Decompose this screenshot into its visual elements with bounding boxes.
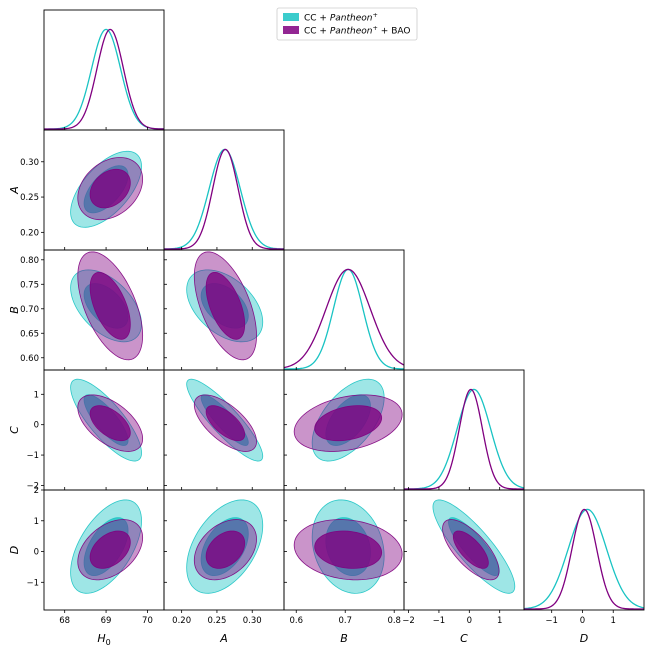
xtick-label-H0-1: 69 — [101, 616, 112, 626]
legend-entry-2: CC + Pantheon+ + BAO — [304, 24, 410, 37]
panel-B-C — [293, 378, 403, 462]
panel-A-A — [164, 148, 284, 250]
panel-A-B — [186, 251, 264, 361]
marginal-curve-H0-series-2 — [44, 28, 164, 130]
xtick-label-D-0: −1 — [545, 616, 558, 626]
panel-B-B — [284, 268, 404, 370]
xtick-label-A-2: 0.30 — [243, 616, 262, 626]
panel-C-C — [404, 388, 524, 490]
yaxis-label-C: C — [8, 426, 21, 434]
marginal-curve-H0-series-1 — [44, 28, 164, 130]
xtick-label-H0-2: 70 — [142, 616, 153, 626]
xaxis-label-C: C — [460, 632, 468, 645]
xtick-label-A-1: 0.25 — [207, 616, 226, 626]
ytick-label-A-1: 0.25 — [20, 193, 39, 203]
xtick-label-C-2: 0 — [467, 616, 472, 626]
xaxis-label-A: A — [219, 632, 228, 645]
panel-frame-H0-H0 — [43, 9, 165, 131]
xtick-label-B-2: 0.8 — [387, 616, 401, 626]
marginal-curve-B-series-2 — [284, 268, 404, 369]
panel-B-D — [293, 499, 403, 594]
panels-layer: 0.200.250.30A0.600.650.700.750.80B−2−101… — [8, 9, 645, 647]
panel-A-D — [186, 499, 264, 594]
contour-68-H0-C-series-2 — [89, 405, 131, 442]
legend: CC + Pantheon+ CC + Pantheon+ + BAO — [276, 7, 418, 41]
contour-68-A-C-series-2 — [205, 405, 246, 442]
xtick-label-C-1: −1 — [433, 616, 446, 626]
panel-H0-D — [70, 499, 144, 594]
xtick-label-D-2: 1 — [611, 616, 616, 626]
contour-68-H0-A-series-2 — [89, 168, 131, 209]
yaxis-label-B: B — [8, 306, 21, 314]
contour-68-H0-D-series-2 — [89, 530, 131, 569]
ytick-label-C-3: 1 — [34, 390, 39, 400]
ytick-label-C-2: 0 — [34, 421, 39, 431]
ytick-label-D-1: 0 — [34, 548, 39, 558]
marginal-curve-B-series-1 — [284, 268, 404, 370]
ytick-label-C-1: −1 — [26, 451, 39, 461]
panel-H0-B — [70, 251, 144, 361]
legend-entry-1: CC + Pantheon+ — [304, 11, 378, 24]
ytick-label-B-0: 0.60 — [20, 354, 39, 364]
yaxis-label-D: D — [8, 546, 21, 554]
panel-H0-H0 — [44, 28, 164, 130]
contour-68-B-C-series-2 — [314, 405, 383, 442]
xaxis-label-D: D — [580, 632, 588, 645]
marginal-curve-C-series-2 — [404, 388, 524, 490]
marginal-curve-A-series-1 — [164, 148, 284, 250]
ytick-label-C-0: −2 — [26, 481, 39, 491]
marginal-curve-A-series-2 — [164, 148, 284, 250]
ytick-label-B-2: 0.70 — [20, 305, 39, 315]
legend-swatch-1 — [283, 13, 299, 21]
contour-68-A-D-series-2 — [205, 530, 246, 569]
panel-H0-C — [70, 378, 144, 462]
yaxis-label-A: A — [8, 186, 21, 195]
ytick-label-D-0: −1 — [26, 578, 39, 588]
marginal-curve-D-series-2 — [524, 508, 644, 610]
xtick-label-B-0: 0.6 — [289, 616, 303, 626]
panel-frame-D-D — [523, 489, 645, 611]
marginal-curve-D-series-1 — [524, 508, 644, 610]
panel-H0-A — [70, 150, 144, 228]
panel-frame-A-A — [163, 129, 285, 251]
xtick-label-H0-0: 68 — [59, 616, 70, 626]
panel-D-D — [524, 508, 644, 610]
xtick-label-C-0: −2 — [402, 616, 415, 626]
ytick-label-B-4: 0.80 — [20, 256, 39, 266]
ytick-label-D-3: 2 — [34, 486, 39, 496]
legend-box — [276, 7, 418, 41]
contour-68-C-D-series-2 — [452, 530, 489, 569]
ytick-label-A-0: 0.20 — [20, 228, 39, 238]
legend-swatch-2 — [283, 26, 299, 34]
contour-68-A-B-series-2 — [205, 271, 246, 340]
panel-A-C — [186, 378, 264, 462]
ytick-label-B-3: 0.75 — [20, 280, 39, 290]
contour-68-B-D-series-2 — [314, 530, 383, 569]
xtick-label-D-1: 0 — [580, 616, 585, 626]
xtick-label-C-3: 1 — [497, 616, 502, 626]
contour-68-H0-B-series-2 — [89, 271, 131, 340]
ytick-label-D-2: 1 — [34, 517, 39, 527]
panel-frame-B-B — [283, 249, 405, 371]
xaxis-label-H0: H0 — [97, 632, 110, 647]
ytick-label-B-1: 0.65 — [20, 329, 39, 339]
xtick-label-A-0: 0.20 — [172, 616, 191, 626]
ytick-label-A-2: 0.30 — [20, 158, 39, 168]
xaxis-label-B: B — [340, 632, 348, 645]
xtick-label-B-1: 0.7 — [338, 616, 352, 626]
panel-C-D — [432, 499, 516, 594]
